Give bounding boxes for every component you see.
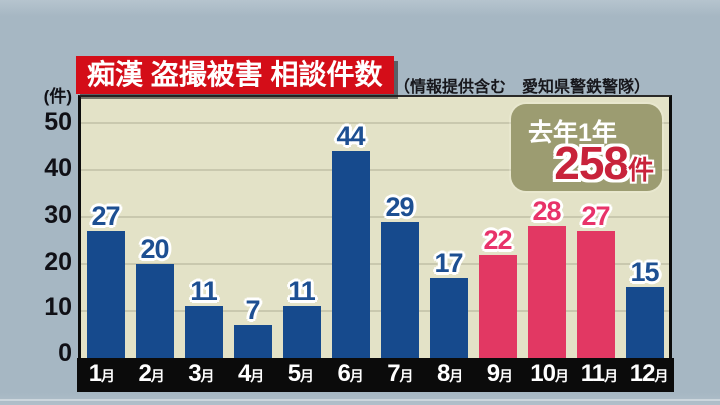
bar-series: 27 20 11 7 11 44 29 17 22 28 27 15	[81, 97, 669, 358]
bar-jul	[380, 222, 419, 358]
bar-value: 27	[91, 201, 120, 231]
bar-jun	[331, 151, 370, 358]
y-tick-30: 30	[44, 201, 72, 229]
bar-value: 15	[630, 257, 659, 287]
y-tick-20: 20	[44, 248, 72, 276]
badge-unit: 件	[627, 155, 654, 185]
x-label-dec: 12月	[629, 359, 669, 387]
title-banner: 痴漢 盗撮被害 相談件数	[76, 56, 394, 94]
x-label-aug: 8月	[436, 359, 464, 387]
bar-value: 11	[190, 276, 218, 306]
gridline-20	[81, 263, 669, 265]
badge-number: 258	[554, 137, 629, 189]
y-tick-0: 0	[58, 339, 72, 367]
bar-jan	[86, 231, 125, 358]
bar-value: 11	[288, 276, 316, 306]
bar-column-aug: 17	[424, 97, 473, 358]
bar-column-jul: 29	[375, 97, 424, 358]
source-note: （情報提供含む 愛知県警鉄警隊）	[394, 79, 651, 96]
x-label-apr: 4月	[237, 359, 265, 387]
bar-value: 22	[483, 225, 512, 255]
bar-column-jan: 27	[81, 97, 130, 358]
x-label-oct: 10月	[530, 359, 569, 387]
bar-sep	[478, 255, 517, 358]
gridline-10	[81, 310, 669, 312]
gridline-40	[81, 169, 669, 171]
bar-value: 20	[140, 234, 169, 264]
x-label-jul: 7月	[387, 359, 414, 387]
total-badge: 去年1年 258件	[511, 104, 662, 191]
bar-value: 17	[434, 248, 463, 278]
bar-column-feb: 20	[130, 97, 179, 358]
badge-value: 258件	[554, 140, 654, 187]
badge-label: 去年1年	[528, 119, 617, 147]
y-tick-50: 50	[44, 108, 72, 136]
bar-column-may: 11	[277, 97, 326, 358]
bar-column-mar: 11	[179, 97, 228, 358]
bar-feb	[135, 264, 174, 358]
screen-bottom-edge	[0, 399, 720, 401]
bar-value: 29	[385, 192, 414, 222]
gridline-50	[81, 122, 669, 124]
bar-oct	[527, 226, 566, 358]
x-label-sep: 9月	[486, 359, 514, 387]
bar-column-oct: 28	[522, 97, 571, 358]
y-tick-40: 40	[44, 154, 72, 182]
bar-mar	[184, 306, 223, 358]
x-label-nov: 11月	[580, 359, 619, 387]
bar-column-jun: 44	[326, 97, 375, 358]
x-label-feb: 2月	[138, 359, 165, 387]
gridline-30	[81, 216, 669, 218]
bar-value: 44	[336, 121, 365, 151]
bar-value: 27	[581, 201, 610, 231]
x-label-jun: 6月	[337, 359, 364, 387]
bar-aug	[429, 278, 468, 358]
x-axis-band: 1月 2月 3月 4月 5月 6月 7月 8月 9月 10月 11月 12月	[77, 358, 674, 392]
x-label-may: 5月	[287, 359, 315, 387]
bar-nov	[576, 231, 615, 358]
y-tick-10: 10	[44, 293, 72, 321]
bar-dec	[625, 287, 664, 358]
bar-value: 28	[532, 196, 561, 226]
bar-apr	[233, 325, 272, 358]
x-label-jan: 1月	[88, 359, 116, 387]
y-axis-unit: (件)	[43, 87, 72, 106]
bar-may	[282, 306, 321, 358]
bar-column-sep: 22	[473, 97, 522, 358]
page-title: 痴漢 盗撮被害 相談件数	[87, 59, 383, 90]
bar-value: 7	[245, 295, 260, 325]
bar-column-nov: 27	[571, 97, 620, 358]
x-label-mar: 3月	[188, 359, 215, 387]
bar-column-apr: 7	[228, 97, 277, 358]
bar-column-dec: 15	[620, 97, 669, 358]
